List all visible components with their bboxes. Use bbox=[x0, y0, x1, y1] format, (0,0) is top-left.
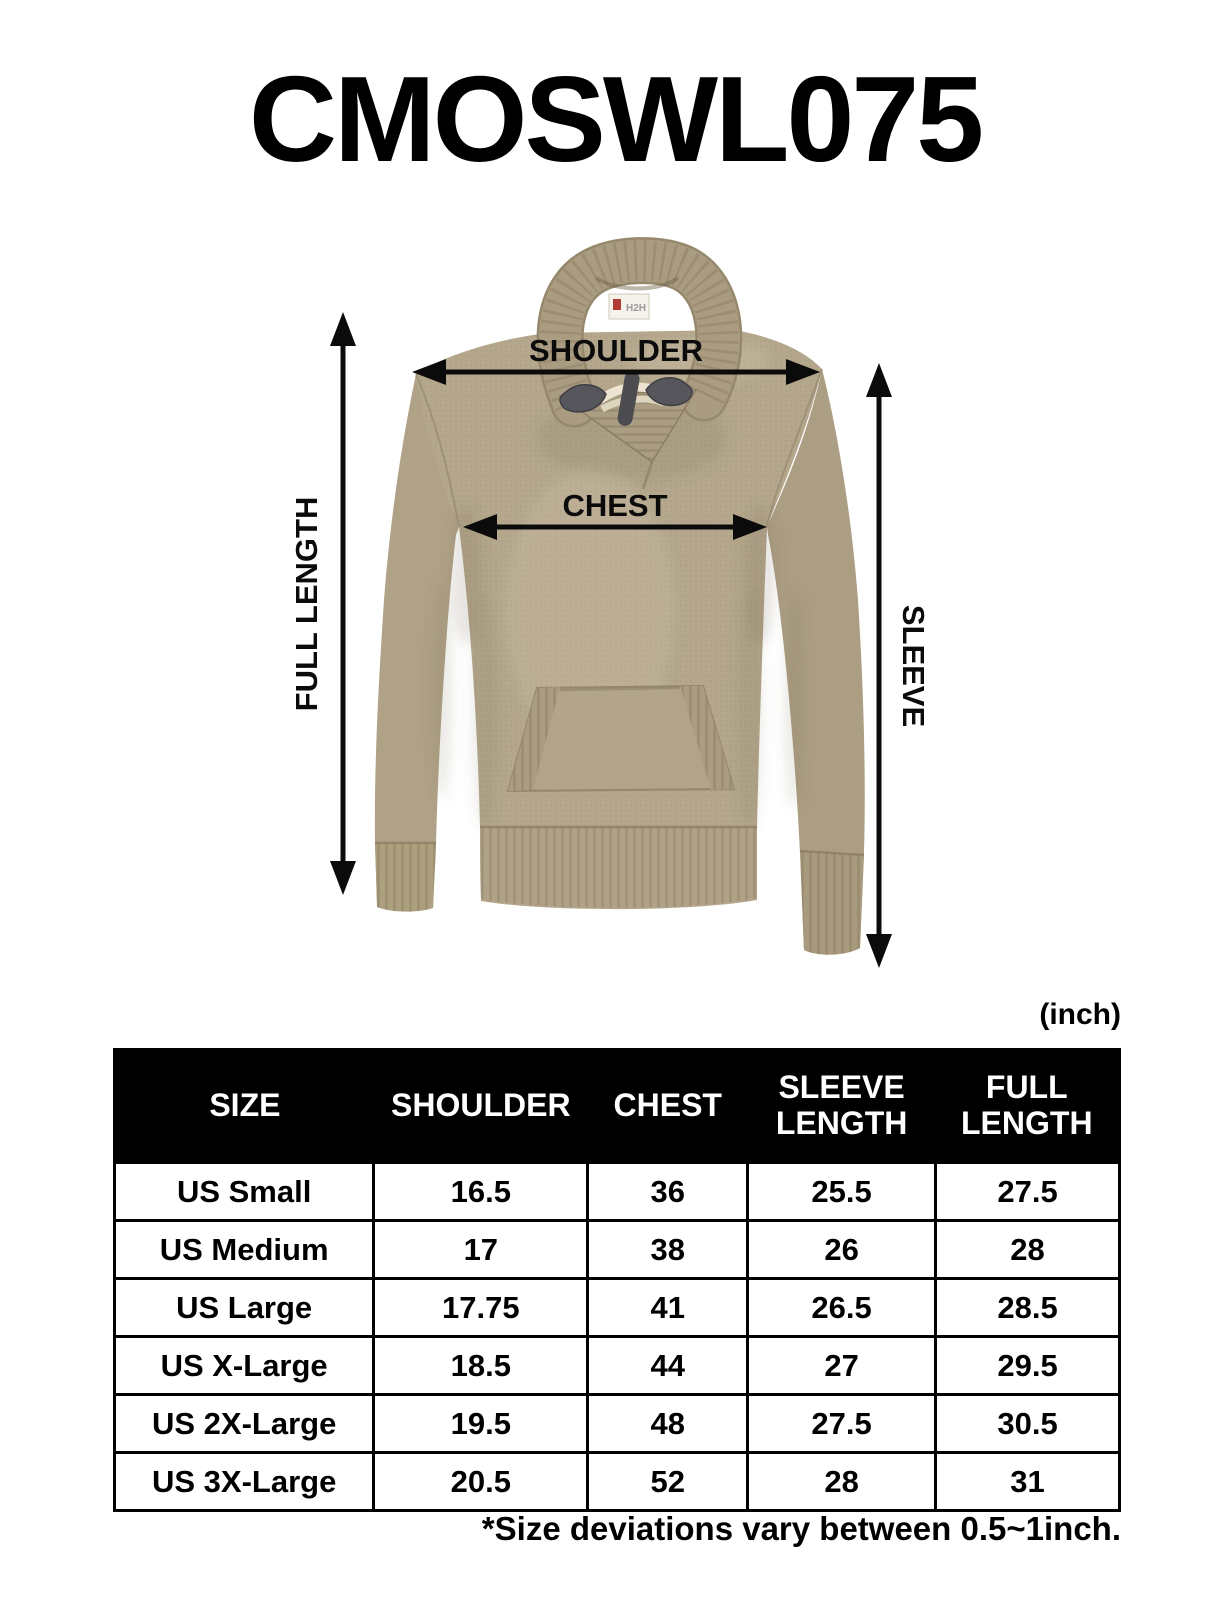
sweater-measurement-diagram: H2H bbox=[289, 237, 931, 968]
measurement-cell: 52 bbox=[586, 1451, 750, 1512]
size-table-header-row: SIZE SHOULDER CHEST SLEEVE LENGTH FULL LENGT… bbox=[114, 1049, 1120, 1163]
measurement-cell: 16.5 bbox=[372, 1161, 590, 1222]
toggle-pin bbox=[617, 371, 640, 426]
brand-tag: H2H bbox=[608, 293, 650, 320]
chest-arrow bbox=[463, 514, 767, 540]
sleeve-arrow bbox=[866, 363, 892, 968]
column-header: SIZE bbox=[114, 1049, 374, 1163]
measurement-cell: 26 bbox=[746, 1219, 938, 1280]
measurement-cell: 18.5 bbox=[372, 1335, 590, 1396]
sweater-illustration: H2H bbox=[374, 237, 865, 955]
neck-opening-shadow bbox=[594, 276, 680, 291]
product-code-title: CMOSWL075 bbox=[248, 51, 984, 187]
toggle-closure bbox=[559, 371, 693, 426]
hem-band bbox=[480, 825, 757, 908]
size-cell: US Small bbox=[112, 1161, 376, 1222]
column-header: FULL LENGTH bbox=[935, 1049, 1120, 1163]
brand-tag-text: H2H bbox=[626, 303, 646, 314]
measurement-cell: 17 bbox=[372, 1219, 590, 1280]
size-cell: US Medium bbox=[112, 1219, 376, 1280]
table-row: US Small 16.5 36 25.5 27.5 bbox=[112, 1161, 1121, 1222]
size-cell: US Large bbox=[112, 1277, 376, 1338]
right-shoulder-seam bbox=[766, 368, 823, 528]
measurement-cell: 36 bbox=[586, 1161, 750, 1222]
full-length-arrow bbox=[330, 312, 356, 895]
measurement-cell: 41 bbox=[586, 1277, 750, 1338]
table-row: US Medium 17 38 26 28 bbox=[112, 1219, 1121, 1280]
measurement-cell: 27.5 bbox=[746, 1393, 938, 1454]
size-footnote: *Size deviations vary between 0.5~1inch. bbox=[481, 1510, 1121, 1547]
measurement-cell: 28 bbox=[746, 1451, 938, 1512]
shawl-collar: H2H bbox=[536, 237, 743, 428]
table-row: US 2X-Large 19.5 48 27.5 30.5 bbox=[112, 1393, 1121, 1454]
measurement-cell: 26.5 bbox=[746, 1277, 938, 1338]
size-cell: US 3X-Large bbox=[112, 1451, 376, 1512]
measurement-cell: 30.5 bbox=[934, 1393, 1121, 1454]
table-row: US 3X-Large 20.5 52 28 31 bbox=[112, 1451, 1121, 1512]
measurement-cell: 29.5 bbox=[934, 1335, 1121, 1396]
measurement-cell: 20.5 bbox=[372, 1451, 590, 1512]
measurement-arrows bbox=[330, 312, 892, 968]
table-row: US X-Large 18.5 44 27 29.5 bbox=[112, 1335, 1121, 1396]
measurement-cell: 48 bbox=[586, 1393, 750, 1454]
left-shoulder-seam bbox=[415, 373, 460, 528]
measurement-cell: 27 bbox=[746, 1335, 938, 1396]
measurement-cell: 28 bbox=[934, 1219, 1121, 1280]
size-cell: US X-Large bbox=[112, 1335, 376, 1396]
shoulder-arrow bbox=[412, 359, 820, 385]
sleeve-label: SLEEVE bbox=[896, 605, 931, 727]
full-length-label: FULL LENGTH bbox=[289, 497, 324, 712]
measurement-cell: 44 bbox=[586, 1335, 750, 1396]
measurement-cell: 27.5 bbox=[934, 1161, 1121, 1222]
column-header: CHEST bbox=[587, 1049, 748, 1163]
measurement-cell: 25.5 bbox=[746, 1161, 938, 1222]
column-header: SHOULDER bbox=[373, 1049, 588, 1163]
size-table: SIZE SHOULDER CHEST SLEEVE LENGTH FULL LENGT… bbox=[112, 1048, 1121, 1512]
shoulder-label: SHOULDER bbox=[529, 333, 703, 368]
table-row: US Large 17.75 41 26.5 28.5 bbox=[112, 1277, 1121, 1338]
measurement-cell: 17.75 bbox=[372, 1277, 590, 1338]
column-header: SLEEVE LENGTH bbox=[747, 1049, 936, 1163]
measurement-cell: 38 bbox=[586, 1219, 750, 1280]
measurement-cell: 19.5 bbox=[372, 1393, 590, 1454]
measurement-cell: 31 bbox=[934, 1451, 1121, 1512]
units-label: (inch) bbox=[1039, 998, 1121, 1031]
right-cuff bbox=[799, 849, 865, 955]
chest-label: CHEST bbox=[562, 488, 667, 523]
size-cell: US 2X-Large bbox=[112, 1393, 376, 1454]
left-cuff bbox=[375, 841, 436, 912]
kangaroo-pocket bbox=[506, 684, 736, 793]
left-toggle-leather bbox=[559, 384, 607, 413]
right-sleeve bbox=[767, 369, 865, 955]
right-toggle-leather bbox=[645, 377, 693, 407]
measurement-cell: 28.5 bbox=[934, 1277, 1121, 1338]
